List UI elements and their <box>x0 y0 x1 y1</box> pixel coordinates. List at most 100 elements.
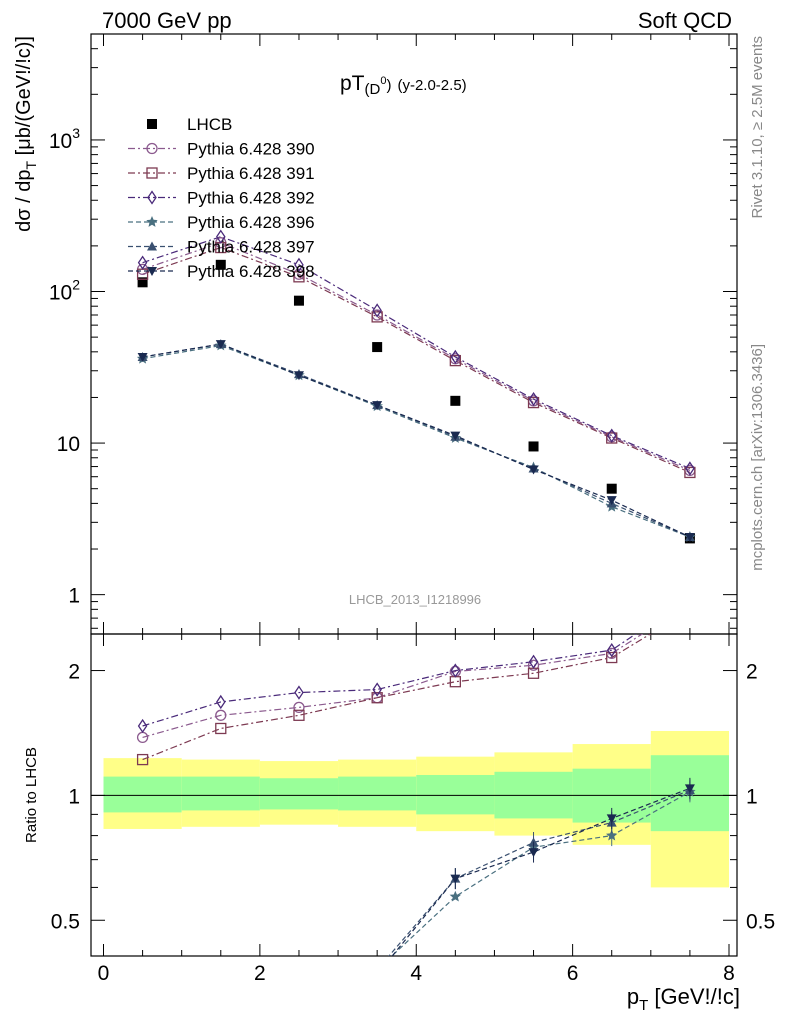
legend-label: Pythia 6.428 398 <box>187 262 315 281</box>
data-point <box>528 441 539 452</box>
data-point <box>371 964 383 975</box>
y-tick-label: 1 <box>68 785 80 808</box>
data-point <box>215 259 226 270</box>
y-tick-label: 1 <box>68 585 80 608</box>
data-point <box>449 890 462 902</box>
data-point <box>137 352 148 362</box>
data-point <box>372 303 382 318</box>
main-y-axis-label: dσ / dpT [μb/(GeV!/!c)] <box>13 36 39 232</box>
header-right: Soft QCD <box>638 8 732 33</box>
data-point <box>684 533 695 543</box>
data-point <box>449 354 461 367</box>
data-point <box>216 229 226 244</box>
data-point <box>606 829 618 841</box>
y-tick-label: 0.5 <box>51 910 80 933</box>
data-point <box>371 311 383 323</box>
data-point <box>146 142 158 155</box>
header-left: 7000 GeV pp <box>102 8 232 33</box>
plot-title: pT(D0) (y-2.0-2.5) <box>340 72 467 98</box>
data-point <box>215 1012 226 1023</box>
data-point <box>450 874 461 884</box>
y-tick-label-right: 2 <box>746 661 758 684</box>
x-tick-label: 6 <box>567 962 579 985</box>
data-point <box>137 1006 148 1017</box>
x-tick-label: 2 <box>254 962 266 985</box>
data-point <box>215 340 226 350</box>
data-point <box>685 605 695 615</box>
analysis-id: LHCB_2013_I1218996 <box>349 592 481 607</box>
data-point <box>136 753 149 766</box>
y-tick-label: 10 <box>57 433 80 456</box>
legend-label: Pythia 6.428 390 <box>187 140 315 159</box>
x-tick-label: 0 <box>98 962 110 985</box>
data-point <box>293 295 304 306</box>
data-point <box>293 989 304 1000</box>
series-line <box>142 634 652 761</box>
series-line <box>142 236 691 470</box>
y-tick-label-right: 1 <box>746 785 758 808</box>
data-point <box>215 709 227 721</box>
data-point <box>138 996 148 1005</box>
data-point <box>215 722 227 735</box>
legend-label: Pythia 6.428 392 <box>187 189 315 208</box>
legend-label: Pythia 6.428 396 <box>187 213 315 232</box>
data-point <box>450 349 461 365</box>
series-line <box>142 634 644 738</box>
data-point <box>216 1008 226 1017</box>
x-tick-label: 8 <box>723 962 735 985</box>
data-point <box>372 965 382 974</box>
data-point <box>147 119 157 129</box>
data-point <box>450 395 461 406</box>
data-point <box>293 371 304 381</box>
data-point <box>528 391 539 407</box>
series-line <box>142 344 691 538</box>
uncertainty-band-green <box>416 774 495 815</box>
y-tick-label: 2 <box>68 661 80 684</box>
ratio-series <box>136 599 696 1023</box>
data-point <box>372 401 383 411</box>
legend-label: Pythia 6.428 391 <box>187 164 315 183</box>
legend: LHCB Pythia 6.428 390 Pythia 6.428 391 Pyth… <box>128 115 315 281</box>
data-point <box>685 599 695 609</box>
data-point <box>138 997 148 1006</box>
data-point <box>606 651 618 664</box>
y-tick-label: 103 <box>49 125 80 153</box>
data-point <box>450 431 461 441</box>
data-point <box>527 396 540 409</box>
series-line <box>142 343 691 538</box>
data-point <box>606 432 618 444</box>
data-point <box>146 167 158 179</box>
series-line <box>142 634 637 727</box>
x-axis-label: pT [GeV!/!c] <box>627 984 740 1014</box>
series-line <box>390 791 691 956</box>
data-point <box>606 428 617 443</box>
series-line <box>388 789 691 956</box>
data-point <box>527 659 540 671</box>
data-point <box>147 190 157 205</box>
legend-label: LHCB <box>187 115 232 134</box>
data-point <box>294 257 304 272</box>
data-point <box>372 342 383 353</box>
data-point <box>528 654 539 669</box>
data-point <box>528 848 539 858</box>
data-point <box>216 1007 226 1016</box>
y-tick-label: 102 <box>49 277 80 305</box>
data-point <box>528 465 539 475</box>
series-line <box>142 242 691 471</box>
data-point <box>684 466 696 479</box>
main-series <box>136 229 696 544</box>
data-point <box>606 483 617 494</box>
uncertainty-band-green <box>103 776 182 813</box>
data-point <box>294 990 304 999</box>
y-tick-label-right: 0.5 <box>746 910 775 933</box>
uncertainty-band-green <box>181 776 260 811</box>
uncertainty-band-green <box>338 776 417 811</box>
x-tick-label: 4 <box>410 962 422 985</box>
data-point <box>137 255 148 270</box>
data-point <box>371 692 383 704</box>
data-point <box>606 642 617 658</box>
data-point <box>147 267 157 276</box>
ratio-panel: 0 2 4 6 8 0.5 0.5 1 1 2 2 <box>51 599 775 1023</box>
data-point <box>684 784 695 794</box>
